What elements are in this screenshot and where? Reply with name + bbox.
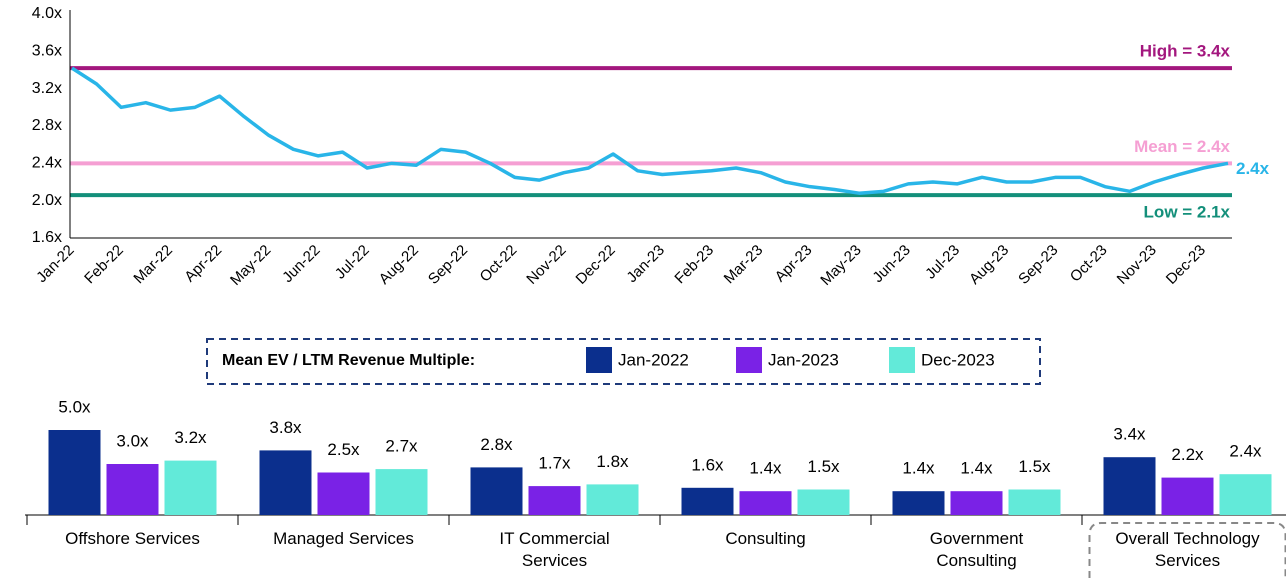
bar [528,486,581,515]
x-tick-label: Dec-22 [573,242,619,288]
bar [48,430,101,515]
bar [586,484,639,515]
category-label: Offshore Services [65,529,200,548]
legend-box [206,338,1041,385]
x-tick-label: Oct-23 [1067,242,1111,286]
legend-swatch [889,347,915,373]
bar-value-label: 1.5x [807,457,840,476]
y-tick-label: 2.4x [32,155,62,172]
x-tick-label: Jan-23 [623,242,667,286]
x-tick-label: Mar-23 [721,242,767,288]
bar [1103,457,1156,515]
legend-swatch [586,347,612,373]
bar [1219,474,1272,515]
x-tick-label: Oct-22 [477,242,521,286]
bar-value-label: 3.0x [116,431,149,450]
x-tick-label: Dec-23 [1163,242,1209,288]
x-tick-label: Aug-22 [376,242,422,288]
x-tick-label: Nov-23 [1114,242,1160,288]
bar [164,460,217,515]
legend-label: Jan-2022 [618,350,689,369]
bar-value-label: 1.4x [902,459,935,478]
bar-value-label: 1.6x [691,455,724,474]
bar [375,469,428,515]
y-tick-label: 2.8x [32,117,62,134]
bar [317,472,370,515]
bar [470,467,523,515]
bar-value-label: 3.4x [1113,425,1146,444]
end-label: 2.4x [1236,159,1270,178]
x-tick-label: Mar-22 [130,242,176,288]
bar [739,491,792,515]
bar [950,491,1003,515]
legend-title: Mean EV / LTM Revenue Multiple: [222,352,475,369]
bar [1161,477,1214,515]
bar-value-label: 1.4x [749,459,782,478]
x-tick-label: Feb-23 [671,242,717,288]
y-tick-label: 1.6x [32,229,62,246]
y-tick-label: 4.0x [32,5,62,22]
category-label: Overall Technology Services [1115,529,1260,570]
x-tick-label: Sep-22 [425,242,471,288]
bar-value-label: 1.8x [596,452,629,471]
category-label: IT Commercial Services [499,529,610,570]
reference-label: Low = 2.1x [1144,203,1231,222]
bar [259,450,312,515]
bar-value-label: 2.7x [385,437,418,456]
x-tick-label: Sep-23 [1015,242,1061,288]
x-tick-label: Jul-22 [332,242,373,283]
y-tick-label: 3.2x [32,80,62,97]
bar-value-label: 1.4x [960,459,993,478]
y-tick-label: 2.0x [32,192,62,209]
x-tick-label: May-23 [817,242,864,289]
x-tick-label: Jan-22 [33,242,77,286]
x-tick-label: Apr-23 [772,242,816,286]
x-tick-label: Nov-22 [523,242,569,288]
bar-value-label: 5.0x [58,397,91,416]
category-label: Government Consulting [929,529,1024,570]
x-tick-label: Jun-23 [869,242,913,286]
y-tick-label: 3.6x [32,43,62,60]
bar [892,491,945,515]
x-tick-label: May-22 [227,242,274,289]
x-tick-label: Aug-23 [966,242,1012,288]
bar-value-label: 2.8x [480,435,513,454]
bar-value-label: 3.8x [269,418,302,437]
bar [1008,489,1061,515]
reference-label: High = 3.4x [1140,42,1231,61]
bar-value-label: 1.7x [538,454,571,473]
x-tick-label: Jul-23 [922,242,963,283]
bar-value-label: 3.2x [174,428,207,447]
bar [797,489,850,515]
bar-value-label: 2.2x [1171,445,1204,464]
x-tick-label: Feb-22 [81,242,127,288]
x-tick-label: Apr-22 [181,242,225,286]
highlight-box [1088,522,1286,578]
legend-label: Jan-2023 [768,350,839,369]
bar [106,464,159,515]
bar-value-label: 2.5x [327,440,360,459]
line-series [71,66,1229,195]
bar-value-label: 2.4x [1229,442,1262,461]
x-tick-label: Jun-22 [279,242,323,286]
bar [681,487,734,515]
legend-swatch [736,347,762,373]
category-label: Consulting [725,529,806,548]
bar-value-label: 1.5x [1018,457,1051,476]
reference-label: Mean = 2.4x [1134,137,1230,156]
legend-label: Dec-2023 [921,350,995,369]
category-label: Managed Services [273,529,414,548]
